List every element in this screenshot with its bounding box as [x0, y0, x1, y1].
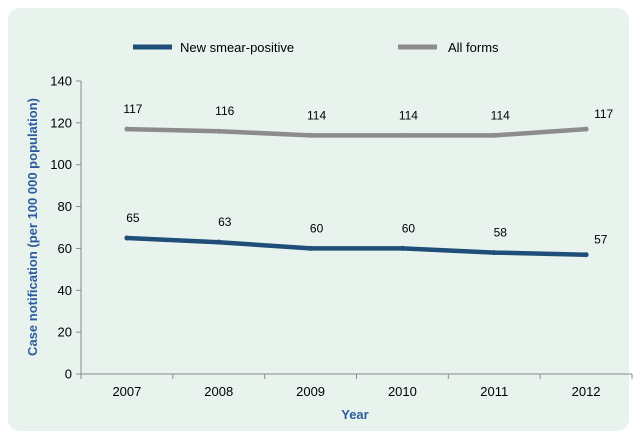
data-point [308, 245, 314, 251]
x-tick-label: 2012 [572, 384, 601, 399]
data-label: 58 [494, 226, 508, 240]
y-axis-ticks: 0 20 40 60 80 100 120 140 [50, 74, 81, 382]
x-tick-label: 2007 [112, 384, 141, 399]
data-label: 60 [310, 221, 324, 235]
x-axis-title: Year [341, 407, 368, 422]
data-label: 117 [594, 107, 613, 121]
y-tick-label: 20 [58, 325, 72, 340]
data-point [124, 126, 130, 132]
data-label: 63 [218, 215, 232, 229]
data-point [308, 132, 314, 138]
legend-label-all-forms: All forms [448, 40, 499, 55]
data-point [491, 132, 497, 138]
series-line-all-forms [124, 126, 589, 138]
data-point [583, 252, 589, 258]
x-tick-label: 2008 [204, 384, 233, 399]
data-label: 114 [491, 108, 510, 122]
y-tick-label: 120 [50, 115, 72, 130]
data-point [124, 235, 130, 241]
x-tick-label: 2011 [480, 384, 508, 399]
legend-label-new-smear-positive: New smear-positive [180, 40, 294, 55]
y-tick-label: 80 [58, 199, 72, 214]
data-point [399, 132, 405, 138]
data-point [583, 126, 589, 132]
data-label: 65 [126, 211, 140, 225]
data-point [216, 239, 222, 245]
data-label: 117 [123, 102, 142, 116]
y-tick-label: 0 [65, 367, 72, 382]
x-tick-label: 2010 [388, 384, 417, 399]
x-tick-label: 2009 [296, 384, 325, 399]
y-axis-title: Case notification (per 100 000 populatio… [25, 98, 40, 356]
series-line-new-smear-positive [124, 235, 589, 257]
data-label: 116 [215, 104, 234, 118]
legend: New smear-positive All forms [133, 40, 499, 55]
x-axis-ticks: 2007 2008 2009 2010 2011 2012 [80, 374, 633, 399]
data-label: 57 [594, 233, 608, 247]
series-all-forms: 117 116 114 114 114 117 [123, 102, 614, 138]
data-point [399, 245, 405, 251]
chart-background [8, 8, 629, 431]
data-point [216, 128, 222, 134]
y-tick-label: 140 [50, 74, 72, 89]
data-point [491, 250, 497, 256]
data-label: 60 [402, 221, 416, 235]
series-layer: 65 63 60 60 58 57 117 116 114 114 114 117 [123, 102, 614, 258]
y-tick-label: 40 [58, 283, 72, 298]
y-tick-label: 60 [58, 241, 72, 256]
series-new-smear-positive: 65 63 60 60 58 57 [124, 211, 608, 258]
data-label: 114 [307, 108, 326, 122]
data-label: 114 [399, 108, 418, 122]
y-tick-label: 100 [50, 157, 72, 172]
